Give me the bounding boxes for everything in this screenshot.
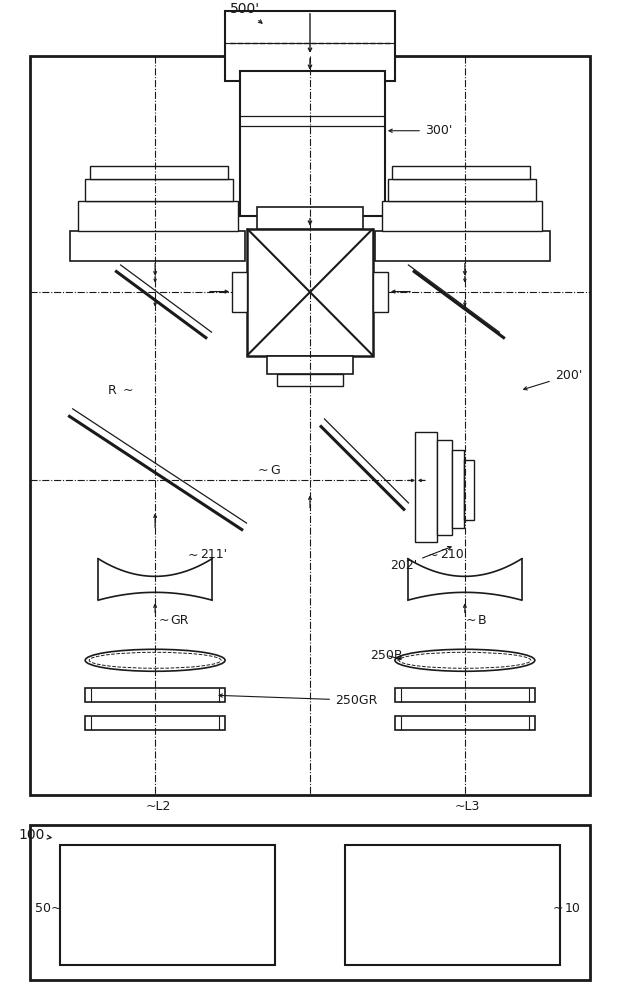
Text: ~L3: ~L3 — [455, 800, 480, 813]
Bar — [90, 166, 228, 179]
Bar — [232, 272, 247, 312]
Bar — [382, 201, 542, 231]
Text: ~: ~ — [122, 384, 133, 397]
Text: 202': 202' — [390, 546, 451, 572]
Text: R: R — [108, 384, 117, 397]
Bar — [267, 356, 353, 374]
Text: 500': 500' — [230, 2, 262, 23]
Ellipse shape — [395, 649, 535, 671]
Text: 200': 200' — [524, 369, 582, 390]
Text: 100: 100 — [18, 828, 51, 842]
Ellipse shape — [85, 649, 225, 671]
Bar — [225, 11, 395, 81]
Bar — [247, 229, 373, 356]
Bar — [30, 56, 590, 795]
Text: ~: ~ — [158, 614, 169, 627]
Bar — [373, 272, 388, 312]
Bar — [85, 179, 233, 201]
Bar — [85, 688, 225, 702]
Bar — [30, 825, 590, 980]
Text: 10: 10 — [565, 902, 581, 915]
Bar — [437, 440, 452, 535]
Text: G: G — [270, 464, 280, 477]
Bar — [395, 716, 535, 730]
Bar — [70, 231, 245, 261]
Text: 250GR: 250GR — [219, 694, 378, 707]
Bar — [60, 845, 275, 965]
Ellipse shape — [399, 652, 531, 668]
Text: GR: GR — [170, 614, 188, 627]
Bar — [78, 201, 238, 231]
Text: ~: ~ — [466, 614, 476, 627]
Bar — [388, 179, 536, 201]
Bar — [464, 460, 474, 520]
Ellipse shape — [89, 652, 221, 668]
Text: 300': 300' — [389, 124, 452, 137]
Bar — [240, 71, 385, 216]
Text: 50: 50 — [35, 902, 51, 915]
Text: ~: ~ — [188, 548, 198, 561]
Text: 210': 210' — [440, 548, 467, 561]
Text: ~: ~ — [553, 902, 564, 915]
Bar — [345, 845, 560, 965]
Text: 211': 211' — [200, 548, 227, 561]
Bar — [395, 688, 535, 702]
Text: ~: ~ — [50, 902, 61, 915]
Bar — [257, 207, 363, 229]
Text: B: B — [478, 614, 487, 627]
Text: 250B: 250B — [370, 649, 402, 662]
Bar — [277, 374, 343, 386]
Text: ~L2: ~L2 — [145, 800, 171, 813]
Text: ~: ~ — [258, 464, 268, 477]
Bar — [392, 166, 530, 179]
Bar — [375, 231, 550, 261]
Bar — [85, 716, 225, 730]
Bar — [415, 432, 437, 542]
Text: ~: ~ — [428, 548, 438, 561]
Bar — [452, 450, 464, 528]
